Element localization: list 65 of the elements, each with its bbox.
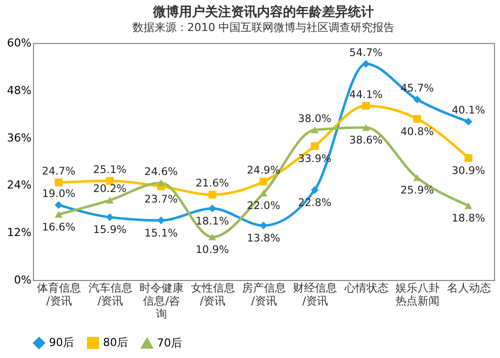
data-label: 16.6% — [42, 221, 76, 234]
data-label: 18.1% — [196, 216, 229, 228]
point — [54, 178, 62, 186]
x-tick-label: 女性信息/资讯 — [190, 282, 235, 308]
point — [362, 102, 370, 110]
point — [310, 186, 319, 194]
data-label: 40.8% — [400, 126, 434, 138]
y-tick-label: 48% — [7, 84, 32, 97]
x-tick-label: 时令健康信息/咨询 — [140, 282, 184, 320]
point — [464, 154, 472, 162]
point — [260, 222, 268, 230]
point — [208, 190, 216, 199]
point — [310, 142, 319, 150]
point — [464, 202, 472, 210]
point — [106, 196, 114, 204]
x-tick-label: 房产信息/资讯 — [242, 282, 286, 308]
point — [260, 178, 268, 186]
data-label: 40.1% — [452, 104, 486, 117]
data-label: 24.7% — [42, 165, 76, 178]
data-label: 38.6% — [349, 134, 383, 147]
point — [260, 190, 268, 196]
data-label: 18.8% — [452, 212, 486, 225]
point — [54, 201, 62, 209]
data-label: 44.1% — [349, 88, 383, 101]
x-tick-label: 体育信息/资讯 — [37, 282, 82, 308]
chart-title: 微博用户关注资讯内容的年龄差异统计 — [152, 4, 374, 20]
point — [54, 211, 62, 218]
x-tick-label: 娱乐八卦热点新闻 — [396, 282, 440, 308]
data-label: 10.9% — [196, 244, 229, 256]
y-tick-label: 0% — [14, 274, 32, 286]
data-label: 54.7% — [349, 46, 383, 59]
data-label: 13.8% — [246, 232, 280, 244]
legend-label: 90后 — [49, 336, 74, 349]
data-label: 38.0% — [298, 112, 332, 125]
data-label: 20.2% — [93, 183, 127, 196]
point — [106, 213, 114, 222]
y-tick-label: 12% — [7, 226, 32, 240]
point — [157, 179, 165, 186]
data-label: 25.1% — [93, 164, 127, 176]
point — [413, 114, 422, 123]
point — [464, 118, 472, 126]
data-label: 15.1% — [144, 227, 178, 240]
y-tick-label: 60% — [7, 36, 32, 50]
point — [157, 216, 165, 224]
data-label: 30.9% — [452, 164, 486, 177]
x-tick-label: 汽车信息/资讯 — [88, 282, 132, 308]
data-label: 25.9% — [400, 184, 434, 197]
data-label: 23.7% — [144, 193, 178, 206]
x-tick-label: 心情状态 — [343, 282, 388, 294]
legend-label: 70后 — [157, 336, 182, 350]
legend-label: 80后 — [103, 336, 128, 349]
y-tick-label: 36% — [7, 131, 32, 144]
x-tick-label: 名人动态 — [446, 282, 491, 294]
data-label: 19.0% — [42, 188, 76, 200]
data-label: 24.6% — [144, 166, 178, 178]
y-tick-label: 24% — [7, 178, 32, 192]
point — [362, 60, 370, 68]
point — [362, 124, 370, 131]
point — [413, 96, 422, 104]
source-note: 数据来源：2010 中国互联网微博与社区调查研究报告 — [132, 21, 395, 34]
data-label: 21.6% — [196, 178, 229, 190]
x-tick-label: 财经信息/资讯 — [293, 282, 338, 308]
point — [310, 126, 319, 134]
point — [208, 234, 216, 240]
data-label: 15.9% — [93, 224, 127, 236]
